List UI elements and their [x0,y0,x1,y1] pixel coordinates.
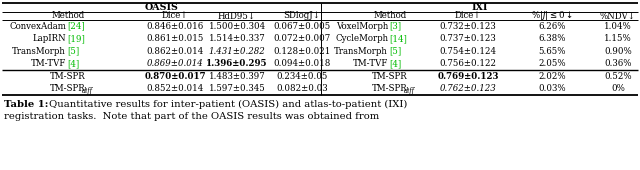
Text: 1.04%: 1.04% [604,22,632,31]
Text: Table 1:: Table 1: [4,100,49,109]
Text: 1.597±0.345: 1.597±0.345 [209,84,266,93]
Text: 0.90%: 0.90% [604,47,632,56]
Text: HdD95↓: HdD95↓ [218,12,256,21]
Text: 2.02%: 2.02% [538,72,566,81]
Text: [3]: [3] [389,22,401,31]
Text: 0.737±0.123: 0.737±0.123 [440,34,497,43]
Text: registration tasks.  Note that part of the OASIS results was obtained from: registration tasks. Note that part of th… [4,112,380,121]
Text: Dice↑: Dice↑ [454,12,481,21]
Text: TM-SPR: TM-SPR [372,72,408,81]
Text: Method: Method [373,12,406,21]
Text: 0.870±0.017: 0.870±0.017 [144,72,206,81]
Text: 0.067±0.005: 0.067±0.005 [273,22,331,31]
Text: 5.65%: 5.65% [538,47,566,56]
Text: 0.852±0.014: 0.852±0.014 [147,84,204,93]
Text: TM-SPR: TM-SPR [50,72,86,81]
Text: CycleMorph: CycleMorph [335,34,388,43]
Text: 6.26%: 6.26% [538,22,566,31]
Text: diff: diff [404,87,415,95]
Text: TM-TVF: TM-TVF [353,59,388,68]
Text: [24]: [24] [67,22,84,31]
Text: 2.05%: 2.05% [538,59,566,68]
Text: IXI: IXI [471,3,488,12]
Text: 0.094±0.018: 0.094±0.018 [273,59,331,68]
Text: TM-TVF: TM-TVF [31,59,66,68]
Text: 0.128±0.021: 0.128±0.021 [273,47,331,56]
Text: Method: Method [51,12,84,21]
Text: 0.03%: 0.03% [538,84,566,93]
Text: TransMorph: TransMorph [12,47,66,56]
Text: 0.769±0.123: 0.769±0.123 [437,72,499,81]
Text: 1.483±0.397: 1.483±0.397 [209,72,266,81]
Text: LapIRN: LapIRN [33,34,66,43]
Text: 0.36%: 0.36% [604,59,632,68]
Text: 0.846±0.016: 0.846±0.016 [147,22,204,31]
Text: TransMorph: TransMorph [334,47,388,56]
Text: Quantitative results for inter-patient (OASIS) and atlas-to-patient (IXI): Quantitative results for inter-patient (… [46,100,408,109]
Text: 0.861±0.015: 0.861±0.015 [147,34,204,43]
Text: 0.52%: 0.52% [604,72,632,81]
Text: 0.072±0.007: 0.072±0.007 [273,34,331,43]
Text: 1.514±0.337: 1.514±0.337 [209,34,266,43]
Text: TM-SPR: TM-SPR [372,84,408,93]
Text: %$|J|\leq$0$\downarrow$: %$|J|\leq$0$\downarrow$ [531,10,573,22]
Text: 0.762±0.123: 0.762±0.123 [440,84,497,93]
Text: ConvexAdam: ConvexAdam [9,22,66,31]
Text: SDlogJ↓: SDlogJ↓ [284,12,321,21]
Text: 6.38%: 6.38% [538,34,566,43]
Text: 0.234±0.05: 0.234±0.05 [276,72,328,81]
Text: diff: diff [82,87,93,95]
Text: [14]: [14] [389,34,407,43]
Text: [19]: [19] [67,34,85,43]
Text: 1.15%: 1.15% [604,34,632,43]
Text: Dice↑: Dice↑ [162,12,188,21]
Text: 0.082±0.03: 0.082±0.03 [276,84,328,93]
Text: 0.862±0.014: 0.862±0.014 [147,47,204,56]
Text: 1.396±0.295: 1.396±0.295 [206,59,268,68]
Text: 1.431±0.282: 1.431±0.282 [209,47,266,56]
Text: 0.756±0.122: 0.756±0.122 [440,59,497,68]
Text: [4]: [4] [67,59,79,68]
Text: OASIS: OASIS [145,3,179,12]
Text: [5]: [5] [389,47,401,56]
Text: 1.500±0.304: 1.500±0.304 [209,22,266,31]
Text: 0%: 0% [611,84,625,93]
Text: [4]: [4] [389,59,401,68]
Text: 0.732±0.123: 0.732±0.123 [440,22,497,31]
Text: 0.869±0.014: 0.869±0.014 [147,59,204,68]
Text: VoxelMorph: VoxelMorph [336,22,388,31]
Text: %NDV↓: %NDV↓ [600,12,636,21]
Text: [5]: [5] [67,47,79,56]
Text: TM-SPR: TM-SPR [50,84,86,93]
Text: 0.754±0.124: 0.754±0.124 [440,47,497,56]
